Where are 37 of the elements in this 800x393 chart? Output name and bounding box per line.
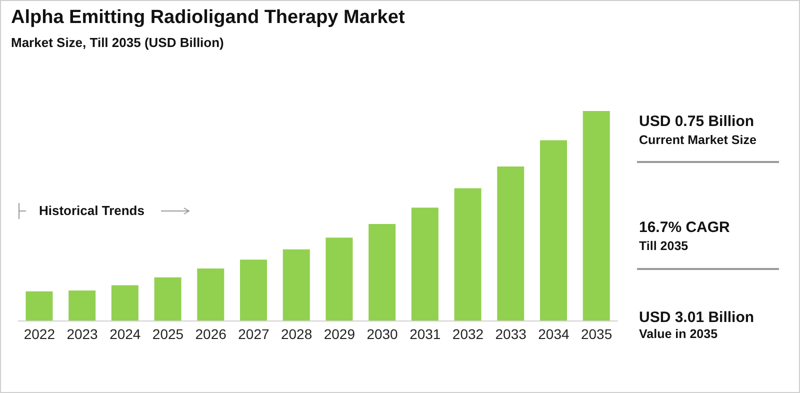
x-tick-label: 2029 [324, 326, 356, 342]
x-tick-label: 2034 [538, 326, 570, 342]
text: USD 0.75 Billion [639, 113, 754, 130]
bar [411, 208, 438, 321]
x-tick-label: 2032 [452, 326, 484, 342]
x-tick-label: 2035 [580, 326, 612, 342]
text: USD 3.01 Billion [639, 309, 754, 326]
bar [454, 188, 482, 321]
bar [368, 224, 396, 321]
x-tick-label: 2024 [110, 326, 141, 342]
bar [68, 290, 96, 321]
bar [497, 166, 524, 321]
x-tick-label: 2031 [410, 326, 441, 342]
chart-title: Alpha Emitting Radioligand Therapy Market [11, 7, 405, 29]
bar [154, 277, 182, 321]
x-tick-label: 2023 [66, 326, 98, 342]
x-tick-label: 2027 [238, 326, 270, 342]
bar [26, 291, 53, 321]
bar [111, 285, 138, 321]
bar [540, 140, 567, 321]
bar [197, 268, 224, 321]
text: Value in 2035 [639, 327, 718, 341]
x-tick-label: 2030 [366, 326, 398, 342]
x-tick-label: 2022 [24, 326, 56, 342]
bar [582, 111, 610, 321]
text: Current Market Size [639, 133, 756, 147]
bar [240, 260, 267, 321]
bar [282, 249, 310, 321]
x-tick-label: 2033 [495, 326, 527, 342]
chart-subtitle: Market Size, Till 2035 (USD Billion) [11, 35, 224, 50]
annotation: Historical Trends [39, 203, 144, 218]
x-tick-label: 2026 [195, 326, 227, 342]
text: Till 2035 [639, 239, 688, 253]
bar [326, 238, 353, 321]
x-tick-label: 2028 [280, 326, 312, 342]
text: 16.7% CAGR [639, 219, 730, 236]
x-tick-label: 2025 [152, 326, 184, 342]
